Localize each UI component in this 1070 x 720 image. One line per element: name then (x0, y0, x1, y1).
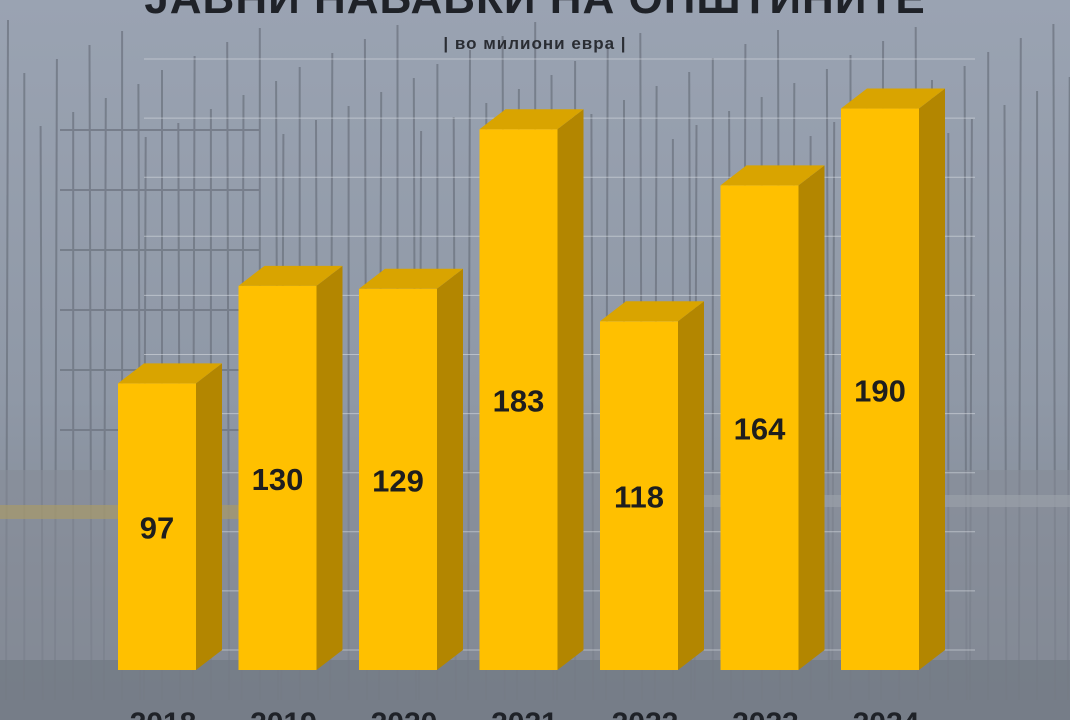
data-label: 190 (854, 373, 906, 408)
chart-title: ЈАВНИ НАБАВКИ НА ОПШТИНИТЕ (0, 0, 1070, 24)
bar-side (798, 165, 825, 670)
bar-2023: 164 (720, 165, 825, 670)
bar-front (118, 383, 196, 670)
bar-top (238, 265, 343, 286)
bar-front (479, 129, 558, 671)
bar-front (359, 288, 437, 670)
bar-top (118, 363, 222, 384)
bar-front (720, 185, 799, 670)
bar-top (600, 301, 704, 322)
bar-top (720, 165, 825, 186)
data-label: 183 (493, 384, 545, 419)
bar-top (359, 268, 463, 289)
bar-2022: 118 (600, 301, 704, 670)
bar-top (479, 109, 584, 130)
bar-2020: 129 (359, 268, 463, 670)
bar-side (316, 265, 343, 670)
bar-2019: 130 (238, 265, 343, 670)
data-label: 129 (372, 463, 424, 498)
bar-2021: 183 (479, 109, 584, 671)
bar-side (196, 363, 222, 670)
x-tick-label: 2023 (732, 707, 799, 720)
bar-front (841, 108, 919, 671)
x-tick-label: 2019 (250, 707, 317, 720)
data-label: 97 (140, 511, 174, 546)
x-axis-tick-labels: 2018 2019 2020 2021 2022 2023 2024 (130, 707, 920, 720)
x-tick-label: 2024 (853, 707, 920, 720)
data-label: 164 (734, 412, 786, 447)
bar-side (557, 109, 584, 671)
chart-subtitle: | во милиони евра | (443, 34, 627, 53)
data-label: 130 (252, 462, 304, 497)
bar-2018: 97 (118, 363, 222, 670)
bar-side (678, 301, 704, 670)
bar-side (437, 268, 463, 670)
data-label: 118 (614, 480, 664, 515)
x-tick-label: 2018 (130, 707, 197, 720)
bars: 97 130 129 183 118 164 190 (118, 88, 945, 671)
bar-side (919, 88, 945, 671)
bar-top (841, 88, 945, 109)
bar-front (238, 285, 317, 670)
bar-front (600, 321, 678, 670)
bar-2024: 190 (841, 88, 945, 671)
x-tick-label: 2020 (371, 707, 438, 720)
x-tick-label: 2022 (612, 707, 679, 720)
x-tick-label: 2021 (491, 707, 558, 720)
